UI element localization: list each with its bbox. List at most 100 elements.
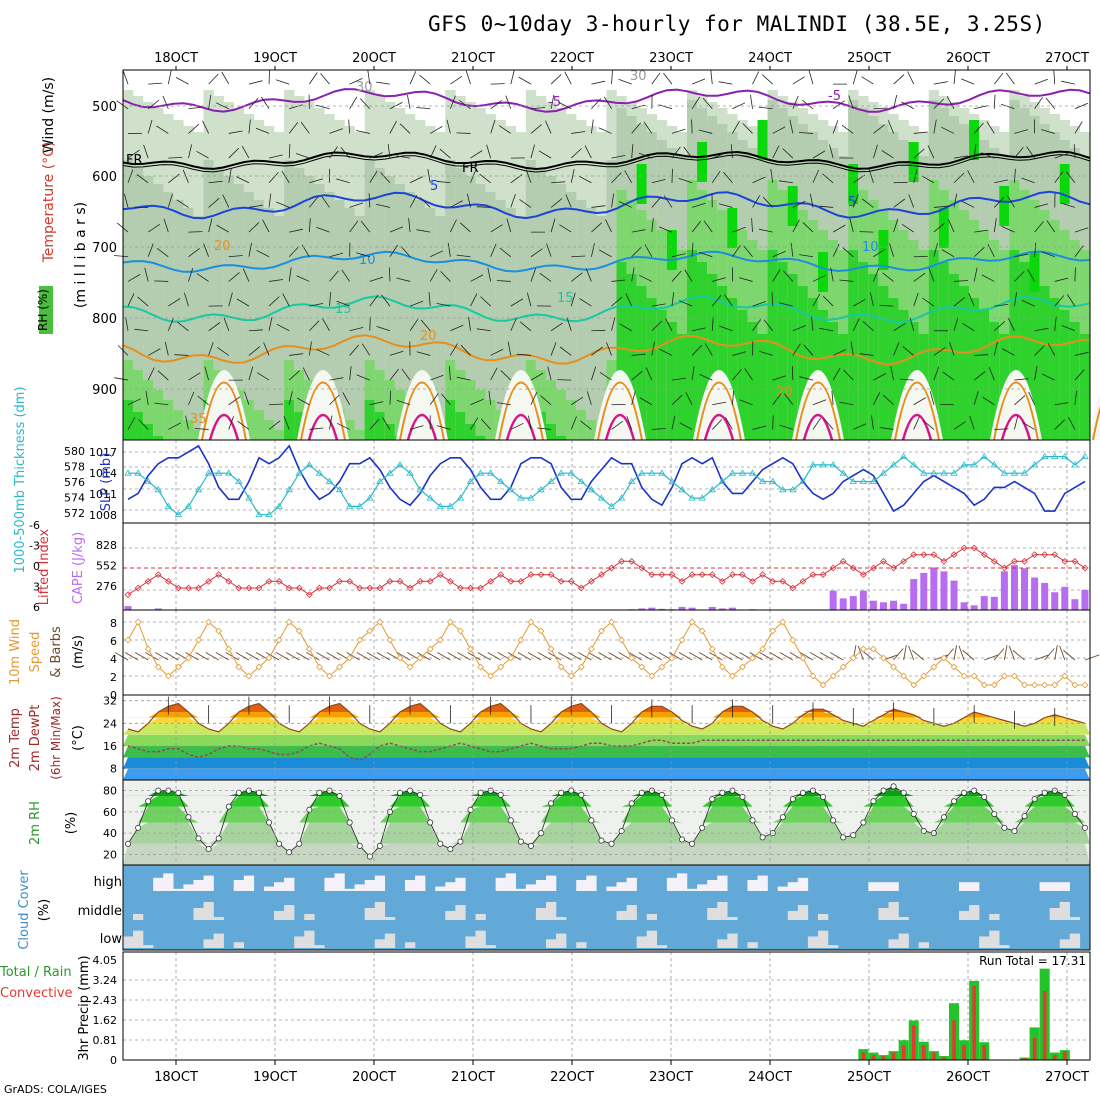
wind-barb — [369, 418, 380, 430]
wind-barb — [658, 226, 673, 233]
rh-shade — [958, 286, 970, 440]
cloud-clear — [374, 875, 386, 891]
wind-barb — [177, 321, 189, 332]
rh-shade — [455, 412, 466, 440]
wind-barb — [1034, 97, 1043, 109]
cape-bar — [829, 590, 837, 610]
wind-barb — [691, 242, 694, 257]
wind-barb — [450, 219, 457, 233]
wind-barb — [547, 366, 552, 381]
wind-barb — [409, 195, 418, 208]
wind-speed-marker — [688, 618, 696, 626]
lifted-index-marker — [819, 571, 827, 579]
wind-barb — [639, 397, 653, 406]
wind-barb — [356, 652, 371, 661]
wind-barb — [261, 96, 270, 109]
temp-line — [127, 702, 1086, 733]
wind-barb — [248, 346, 261, 356]
time-tick-label: 26OCT — [946, 1070, 990, 1085]
rh-marker — [457, 838, 464, 845]
temp-tick: 32 — [103, 695, 117, 708]
temp-contour — [703, 414, 735, 441]
thickness-marker — [597, 494, 606, 501]
lifted-index-marker — [164, 577, 172, 585]
cloud-clear — [495, 877, 506, 891]
cape-bar — [1010, 565, 1018, 610]
rh-band — [123, 795, 1090, 807]
wind-barb — [893, 322, 906, 332]
wind-barb — [732, 102, 746, 110]
rh-marker — [719, 789, 726, 796]
thickness-marker — [204, 469, 213, 476]
wind-barb — [409, 176, 423, 184]
wind-speed-marker — [970, 672, 978, 680]
temp-band — [123, 746, 1090, 758]
wind-barb — [953, 193, 958, 208]
wind-barb — [933, 654, 949, 661]
wind-barb — [599, 371, 612, 381]
cloud-clear — [304, 914, 315, 920]
wind-barb — [671, 253, 686, 258]
cape-bar — [1021, 568, 1029, 610]
wind-barb — [530, 391, 538, 405]
wind-barb — [346, 652, 360, 661]
wind-barb — [873, 392, 881, 405]
cape-bar — [718, 608, 726, 610]
wind-barb — [134, 652, 149, 661]
rh-shade — [475, 184, 486, 440]
wind-barb — [228, 272, 240, 282]
wind-barb — [1044, 648, 1055, 661]
wind-speed-marker — [880, 654, 887, 662]
wind-barb — [281, 170, 290, 183]
lifted-index-marker — [900, 557, 908, 565]
lifted-index-marker — [557, 577, 565, 585]
rh-shade — [374, 370, 386, 440]
wind-barb — [114, 652, 129, 661]
cloud-clear — [888, 882, 899, 891]
wind-barb — [476, 206, 491, 208]
wind-barb — [671, 270, 682, 282]
rh-shade — [263, 208, 275, 440]
lifted-index-marker — [688, 571, 696, 579]
precip-axis-label: 3hr Precip (mm) — [77, 955, 92, 1060]
cloud-clear — [646, 914, 658, 920]
lifted-index-marker — [376, 584, 384, 592]
precip-tick: 2.43 — [93, 994, 118, 1007]
wind-barb — [792, 76, 805, 85]
rh-shade — [898, 310, 909, 440]
cloud-clear — [374, 939, 386, 948]
rh-marker — [467, 806, 474, 813]
rh-shade — [535, 370, 547, 440]
wind-barb — [967, 170, 975, 183]
wind-speed-marker — [698, 627, 706, 635]
wind-barb — [125, 316, 129, 331]
wind-barb — [165, 652, 179, 661]
wind-barb — [1073, 144, 1076, 159]
wind-barb — [530, 248, 543, 258]
wind-barb — [692, 202, 706, 208]
lifted-index-marker — [396, 577, 404, 585]
wind-barb — [710, 70, 713, 85]
wind-barb — [336, 300, 350, 307]
lifted-index-marker — [678, 577, 686, 585]
wind-barb — [671, 292, 675, 307]
cloud-clear — [1059, 939, 1071, 948]
cloud-clear — [334, 873, 345, 891]
time-tick-label: 18OCT — [154, 1070, 198, 1085]
cloud-clear — [122, 936, 134, 948]
contour-label: 10 — [862, 240, 879, 255]
rh-shade — [576, 410, 587, 440]
wind-barb — [984, 654, 999, 661]
wind-speed-marker — [164, 672, 172, 680]
rh-shade — [133, 168, 144, 440]
temp-contour — [122, 190, 1091, 220]
wind-barb — [809, 193, 814, 208]
grads-credit: GrADS: COLA/IGES — [4, 1083, 107, 1096]
wind-tick: 6 — [110, 635, 117, 648]
wind-barb — [691, 220, 702, 233]
wind-barb — [269, 403, 284, 406]
wind-barb — [157, 370, 169, 381]
thickness-marker — [1040, 452, 1049, 459]
wind-barb — [341, 269, 350, 282]
